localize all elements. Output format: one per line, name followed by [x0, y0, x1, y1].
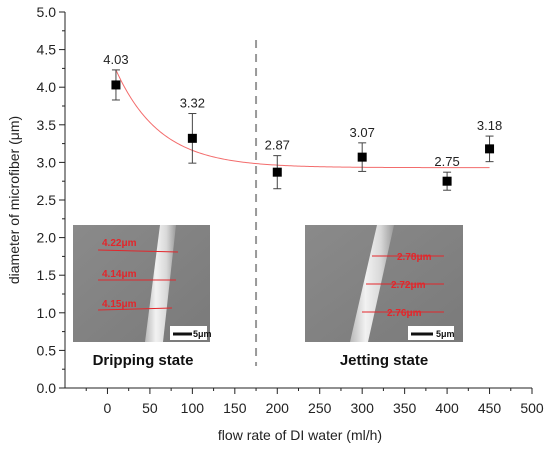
y-axis-title: diameter of microfiber (μm): [6, 116, 22, 284]
measurement-dripping-1: 4.22μm: [102, 238, 137, 249]
x-tick-label: 300: [351, 400, 375, 416]
data-label-5: 3.18: [477, 118, 502, 133]
x-tick-label: 0: [104, 400, 112, 416]
x-tick-label: 250: [308, 400, 332, 416]
data-points: 4.03 3.32 2.87 3.07 2.75 3.18: [103, 52, 502, 191]
data-point-2: [272, 167, 282, 177]
fit-curve: [115, 69, 490, 169]
data-label-2: 2.87: [265, 138, 290, 153]
measurement-dripping-2: 4.14μm: [102, 269, 137, 280]
y-tick-label: 1.0: [37, 305, 57, 321]
y-tick-label: 3.5: [37, 117, 57, 133]
data-point-3: [357, 152, 367, 162]
x-tick-label: 50: [142, 400, 158, 416]
x-tick-label: 150: [223, 400, 247, 416]
data-label-1: 3.32: [180, 96, 205, 111]
x-axis-title: flow rate of DI water (ml/h): [218, 427, 382, 443]
measurement-dripping-3: 4.15μm: [102, 299, 137, 310]
data-point-1: [187, 133, 197, 143]
y-tick-label: 0.5: [37, 342, 57, 358]
y-tick-label: 4.0: [37, 79, 57, 95]
data-label-3: 3.07: [350, 125, 375, 140]
inset-jetting: 2.78μm 2.72μm 2.76μm 5μm Jetting state: [305, 225, 463, 369]
state-label-jetting: Jetting state: [340, 352, 428, 369]
y-tick-label: 0.0: [37, 380, 57, 396]
y-tick-label: 4.5: [37, 42, 57, 58]
scale-bar-label-dripping: 5μm: [193, 329, 212, 339]
tick-labels: 0 50 100 150 200 250 300 350 400 450 500 0.0 0.5 1.0 1…: [37, 4, 544, 416]
x-tick-label: 100: [181, 400, 205, 416]
state-label-dripping: Dripping state: [93, 352, 194, 369]
y-tick-label: 1.5: [37, 267, 57, 283]
sem-image-dripping: [73, 225, 210, 342]
y-tick-label: 2.5: [37, 192, 57, 208]
data-label-4: 2.75: [434, 154, 459, 169]
x-tick-label: 350: [393, 400, 417, 416]
y-tick-label: 3.0: [37, 154, 57, 170]
x-tick-label: 400: [435, 400, 459, 416]
inset-dripping: 4.22μm 4.14μm 4.15μm 5μm Dripping state: [73, 225, 212, 369]
y-tick-label: 2.0: [37, 230, 57, 246]
x-tick-label: 450: [478, 400, 502, 416]
data-point-0: [111, 80, 121, 90]
measurement-jetting-3: 2.76μm: [387, 308, 422, 319]
scale-bar-label-jetting: 5μm: [436, 329, 455, 339]
data-label-0: 4.03: [103, 52, 128, 67]
x-tick-label: 200: [266, 400, 290, 416]
fiber-dripping: [145, 225, 176, 342]
axis-ticks: [59, 11, 533, 394]
y-tick-label: 5.0: [37, 4, 57, 20]
data-point-4: [442, 176, 452, 186]
measurement-jetting-1: 2.78μm: [397, 252, 432, 263]
data-point-5: [485, 144, 495, 154]
x-tick-label: 500: [520, 400, 544, 416]
measurement-jetting-2: 2.72μm: [391, 280, 426, 291]
